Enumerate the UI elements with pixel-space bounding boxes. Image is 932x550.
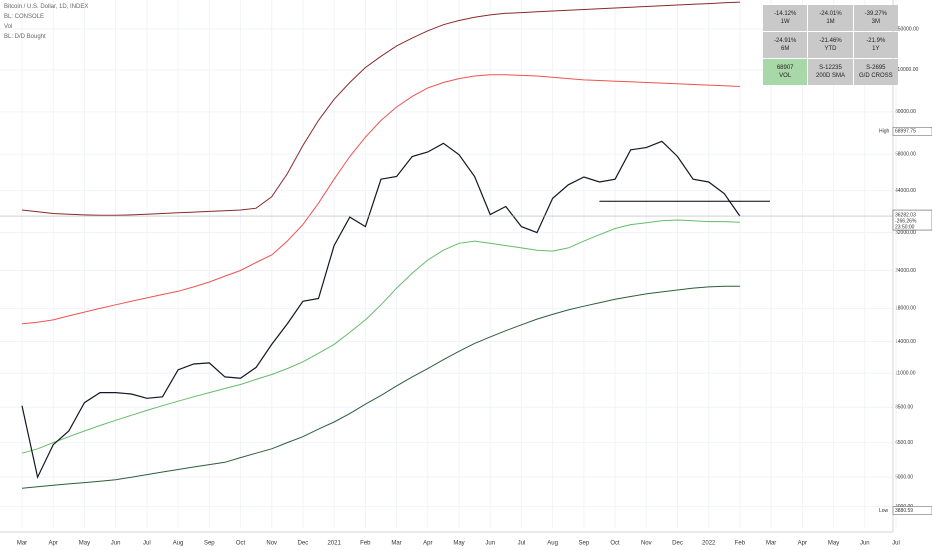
series-line (21, 74, 740, 325)
x-tick-label: Dec (298, 541, 309, 547)
x-tick-label: Sep (204, 541, 215, 547)
x-tick-label: May (828, 541, 839, 547)
x-tick-label: Mar (17, 541, 27, 547)
stat-cell: -39.27% 3M (853, 5, 898, 31)
y-tick-label: 110000.00 (895, 67, 918, 73)
x-tick-label: Aug (547, 541, 558, 547)
y-tick-label: 24000.00 (895, 268, 916, 274)
x-tick-label: Apr (423, 541, 432, 547)
y-tick-label: 8500.00 (895, 405, 913, 411)
x-tick-label: Jul (518, 541, 526, 547)
y-tick-label: 58000.00 (895, 152, 916, 158)
y-tick-label: 18000.00 (895, 306, 916, 312)
x-tick-label: Aug (173, 541, 184, 547)
low-caption: Low (879, 508, 889, 514)
series-line (21, 219, 740, 454)
x-tick-label: Dec (672, 541, 683, 547)
x-tick-label: Nov (641, 541, 652, 547)
stat-value: -21.46% (819, 38, 842, 44)
change-label: -266.26% (895, 218, 917, 224)
stat-period: 200D SMA (815, 73, 845, 79)
low-label: 3880.59 (895, 508, 913, 514)
x-tick-label: Feb (735, 541, 746, 547)
y-tick-label: 150000.00 (895, 26, 919, 32)
stat-value: 68907 (776, 65, 794, 71)
x-tick-label: Jul (143, 541, 151, 547)
stat-period: G/D CROSS (858, 73, 893, 79)
x-tick-label: Feb (360, 541, 371, 547)
series-line (21, 1, 740, 216)
y-tick-label: 6500.00 (895, 440, 913, 446)
x-tick-label: 2022 (702, 541, 716, 547)
x-tick-label: Oct (610, 541, 620, 547)
y-tick-label: 11000.00 (895, 371, 916, 377)
stat-value: -24.01% (819, 11, 842, 17)
y-tick-label: 14000.00 (895, 339, 916, 345)
stat-period: 1W (780, 19, 790, 25)
x-tick-label: Oct (236, 541, 246, 547)
stat-value: -21.9% (866, 38, 886, 44)
x-tick-label: Sep (579, 541, 590, 547)
stat-value: S-12235 (819, 65, 842, 71)
stat-period: YTD (824, 46, 837, 52)
stat-cell: -14.12% 1W (763, 5, 808, 31)
high-label: 68997.75 (895, 129, 916, 135)
series-line (21, 285, 740, 489)
y-tick-label: 80000.00 (895, 109, 916, 115)
price-box (892, 209, 932, 231)
x-tick-label: Mar (766, 541, 776, 547)
indicator-label: BL: CONSOLE (4, 14, 45, 20)
chart-title: Bitcoin / U.S. Dollar, 1D, INDEX (4, 4, 89, 10)
high-caption: High (879, 129, 890, 135)
x-tick-label: Jul (892, 541, 900, 547)
x-tick-label: 2021 (327, 541, 341, 547)
stat-cell: -24.01% 1M (808, 5, 853, 31)
stat-cell: S-12235 200D SMA (808, 59, 853, 85)
stat-period: VOL (779, 73, 792, 79)
y-tick-label: 32000.00 (895, 230, 916, 236)
x-tick-label: May (453, 541, 464, 547)
x-tick-label: Apr (798, 541, 807, 547)
time-label: 23:50:00 (895, 224, 915, 230)
x-tick-label: Mar (391, 541, 401, 547)
y-tick-label: 5000.00 (895, 475, 913, 481)
stats-table: -14.12% 1W -24.01% 1M -39.27% 3M -24.91% 6M -21.… (763, 5, 898, 85)
indicator-label: Vol (4, 24, 13, 30)
low-box (892, 506, 932, 515)
x-tick-label: Jun (860, 541, 870, 547)
price-label: 36282.03 (895, 212, 916, 218)
y-tick-label: 44000.00 (895, 188, 916, 194)
x-tick-label: May (79, 541, 90, 547)
stat-value: -39.27% (864, 11, 887, 17)
x-tick-label: Jun (111, 541, 121, 547)
high-box (892, 127, 932, 136)
x-tick-label: Nov (266, 541, 277, 547)
stat-cell: -21.46% YTD (808, 32, 853, 58)
stat-value: -24.91% (773, 38, 797, 44)
series-line (21, 140, 741, 480)
stat-period: 3M (871, 19, 880, 25)
stat-value: -14.12% (773, 11, 797, 17)
x-tick-label: Apr (49, 541, 58, 547)
stat-cell: S-2695 G/D CROSS (853, 59, 898, 85)
stat-period: 1M (826, 19, 835, 25)
indicator-label: BL: D/D Bought (4, 34, 46, 40)
stat-value: S-2695 (866, 65, 886, 71)
stat-cell: -21.9% 1Y (853, 32, 898, 58)
x-tick-label: Jun (485, 541, 495, 547)
stat-period: 1Y (872, 46, 880, 52)
stat-cell: 68907 VOL (763, 59, 808, 85)
stat-cell: -24.91% 6M (763, 32, 808, 58)
stat-period: 6M (780, 46, 790, 52)
